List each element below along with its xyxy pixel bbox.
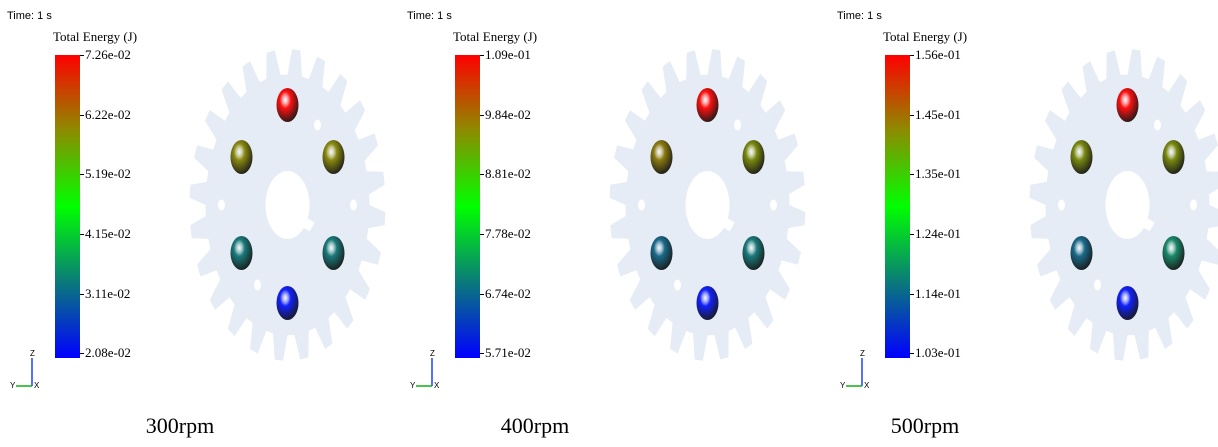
tick-label: 1.03e-01: [915, 345, 961, 360]
legend-title: Total Energy (J): [53, 29, 138, 44]
tick-label: 7.26e-02: [85, 47, 131, 62]
ball-top: [696, 88, 719, 122]
ball-upper-right: [322, 140, 345, 174]
svg-text:Z: Z: [430, 349, 435, 358]
tick-label: 1.09e-01: [485, 47, 531, 62]
color-bar: [455, 55, 480, 358]
tick-label: 1.56e-01: [915, 47, 961, 62]
gear-icon: [189, 49, 386, 361]
tick-label: 9.84e-02: [485, 107, 531, 122]
panel-500rpm: Time: 1 s Total Energy (J) 1.56e-01 1.45…: [830, 0, 1218, 447]
tick-label: 3.11e-02: [85, 286, 131, 301]
ball-lower-right: [1162, 236, 1185, 270]
rpm-caption: 300rpm: [145, 413, 215, 438]
svg-text:X: X: [34, 381, 40, 390]
ball-bottom: [696, 286, 719, 320]
ball-lower-left: [1070, 236, 1093, 270]
axis-triad-icon: Z Y X: [410, 349, 440, 390]
ball-lower-right: [742, 236, 765, 270]
tick-label: 1.45e-01: [915, 107, 961, 122]
time-label: Time: 1 s: [407, 10, 452, 22]
legend-title: Total Energy (J): [453, 29, 538, 44]
tick-label: 1.14e-01: [915, 286, 961, 301]
tick-label: 4.15e-02: [85, 226, 131, 241]
ball-upper-left: [650, 140, 673, 174]
tick-label: 1.35e-01: [915, 166, 961, 181]
color-bar: [885, 55, 910, 358]
ball-lower-left: [230, 236, 253, 270]
svg-text:Z: Z: [30, 349, 35, 358]
gear-icon: [1029, 49, 1218, 361]
ball-lower-left: [650, 236, 673, 270]
rpm-caption: 500rpm: [890, 413, 960, 438]
ball-bottom: [1116, 286, 1139, 320]
tick-label: 5.71e-02: [485, 345, 531, 360]
rpm-caption: 400rpm: [500, 413, 570, 438]
color-bar: [55, 55, 80, 358]
svg-text:Y: Y: [410, 381, 416, 390]
time-label: Time: 1 s: [7, 10, 52, 22]
ball-upper-left: [230, 140, 253, 174]
ball-top: [276, 88, 299, 122]
panel-300rpm: Time: 1 s Total Energy (J) 7.26e-02 6.22…: [0, 0, 420, 447]
legend-title: Total Energy (J): [883, 29, 968, 44]
tick-label: 5.19e-02: [85, 166, 131, 181]
tick-label: 1.24e-01: [915, 226, 961, 241]
svg-text:X: X: [864, 381, 870, 390]
ball-upper-right: [742, 140, 765, 174]
time-label: Time: 1 s: [837, 10, 882, 22]
tick-label: 6.22e-02: [85, 107, 131, 122]
axis-triad-icon: Z Y X: [840, 349, 870, 390]
tick-label: 8.81e-02: [485, 166, 531, 181]
tick-label: 2.08e-02: [85, 345, 131, 360]
tick-label: 6.74e-02: [485, 286, 531, 301]
svg-text:Z: Z: [860, 349, 865, 358]
svg-text:Y: Y: [10, 381, 16, 390]
svg-text:X: X: [434, 381, 440, 390]
ball-lower-right: [322, 236, 345, 270]
ball-bottom: [276, 286, 299, 320]
axis-triad-icon: Z Y X: [10, 349, 40, 390]
gear-icon: [609, 49, 806, 361]
ball-upper-right: [1162, 140, 1185, 174]
tick-label: 7.78e-02: [485, 226, 531, 241]
svg-text:Y: Y: [840, 381, 846, 390]
ball-upper-left: [1070, 140, 1093, 174]
panel-400rpm: Time: 1 s Total Energy (J) 1.09e-01 9.84…: [400, 0, 820, 447]
ball-top: [1116, 88, 1139, 122]
